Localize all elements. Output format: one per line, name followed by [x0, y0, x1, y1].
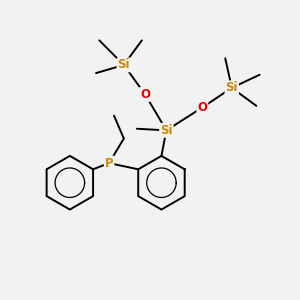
Text: P: P [105, 157, 113, 169]
Text: Si: Si [226, 81, 238, 94]
Text: O: O [140, 88, 150, 101]
Text: Si: Si [160, 124, 172, 137]
Text: O: O [197, 101, 207, 114]
Text: Si: Si [118, 58, 130, 71]
